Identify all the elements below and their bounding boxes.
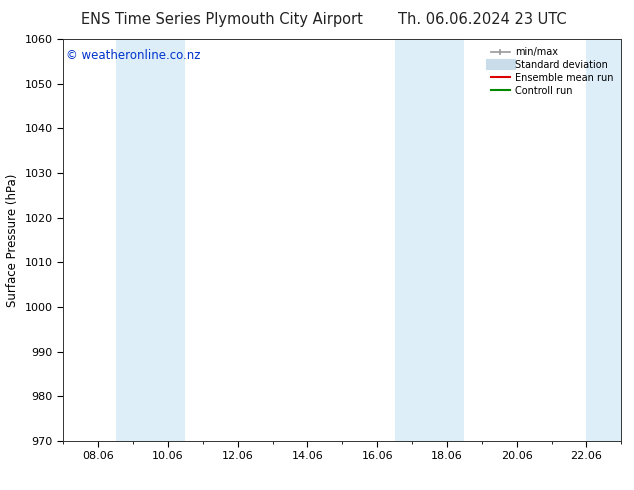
Text: ENS Time Series Plymouth City Airport: ENS Time Series Plymouth City Airport xyxy=(81,12,363,27)
Bar xyxy=(115,39,185,441)
Text: © weatheronline.co.nz: © weatheronline.co.nz xyxy=(66,49,201,62)
Y-axis label: Surface Pressure (hPa): Surface Pressure (hPa) xyxy=(6,173,19,307)
Legend: min/max, Standard deviation, Ensemble mean run, Controll run: min/max, Standard deviation, Ensemble me… xyxy=(488,44,616,98)
Text: Th. 06.06.2024 23 UTC: Th. 06.06.2024 23 UTC xyxy=(398,12,566,27)
Bar xyxy=(586,39,621,441)
Bar xyxy=(394,39,464,441)
